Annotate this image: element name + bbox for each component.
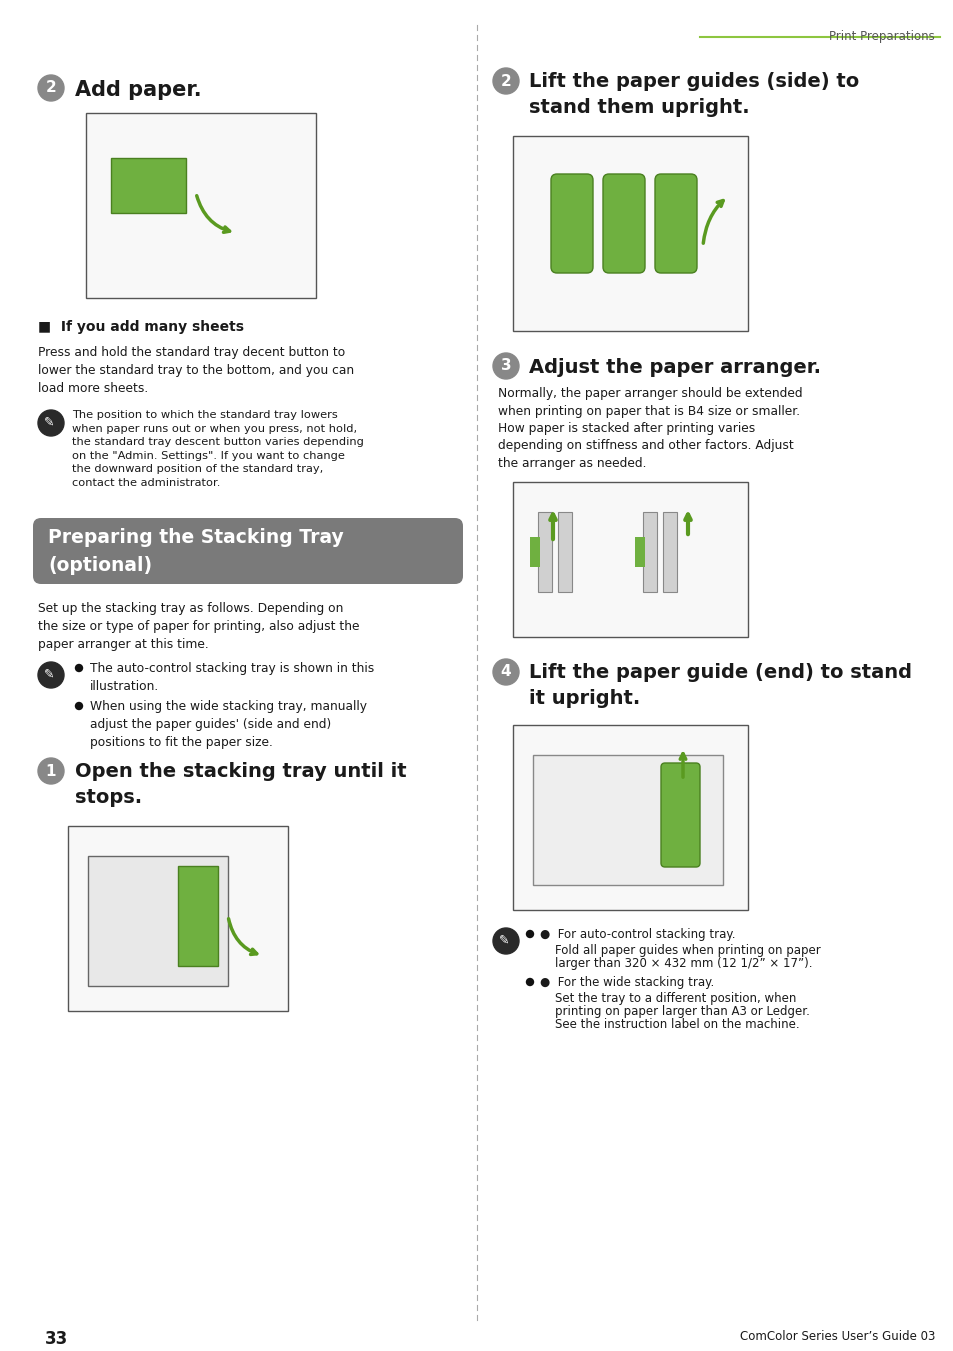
Bar xyxy=(642,512,657,592)
FancyBboxPatch shape xyxy=(655,174,697,273)
FancyBboxPatch shape xyxy=(33,517,462,584)
Text: Set the tray to a different position, when: Set the tray to a different position, wh… xyxy=(539,992,796,1005)
Text: Lift the paper guides (side) to: Lift the paper guides (side) to xyxy=(529,72,859,91)
Circle shape xyxy=(38,76,64,101)
Text: Normally, the paper arranger should be extended
when printing on paper that is B: Normally, the paper arranger should be e… xyxy=(497,386,801,470)
Text: Preparing the Stacking Tray: Preparing the Stacking Tray xyxy=(48,528,343,547)
Bar xyxy=(513,725,747,911)
Text: (optional): (optional) xyxy=(48,557,152,576)
FancyBboxPatch shape xyxy=(602,174,644,273)
Text: 2: 2 xyxy=(500,73,511,89)
Text: The position to which the standard tray lowers
when paper runs out or when you p: The position to which the standard tray … xyxy=(71,409,363,488)
Circle shape xyxy=(526,931,533,938)
Text: 4: 4 xyxy=(500,665,511,680)
Text: Lift the paper guide (end) to stand: Lift the paper guide (end) to stand xyxy=(529,663,911,682)
Text: ✎: ✎ xyxy=(498,934,509,947)
Circle shape xyxy=(526,978,533,985)
Text: ✎: ✎ xyxy=(44,416,54,428)
Text: 2: 2 xyxy=(46,81,56,96)
Text: Press and hold the standard tray decent button to
lower the standard tray to the: Press and hold the standard tray decent … xyxy=(38,346,354,394)
Circle shape xyxy=(38,662,64,688)
Text: ■  If you add many sheets: ■ If you add many sheets xyxy=(38,320,244,334)
Text: Set up the stacking tray as follows. Depending on
the size or type of paper for : Set up the stacking tray as follows. Dep… xyxy=(38,603,359,651)
Text: stand them upright.: stand them upright. xyxy=(529,99,749,118)
Text: 3: 3 xyxy=(500,358,511,373)
Text: Print Preparations: Print Preparations xyxy=(828,30,934,43)
Text: ComColor Series User’s Guide 03: ComColor Series User’s Guide 03 xyxy=(739,1329,934,1343)
Circle shape xyxy=(493,353,518,380)
Circle shape xyxy=(38,758,64,784)
Bar xyxy=(558,512,572,592)
Bar xyxy=(178,866,218,966)
FancyBboxPatch shape xyxy=(660,763,700,867)
Bar xyxy=(86,113,315,299)
Text: Adjust the paper arranger.: Adjust the paper arranger. xyxy=(529,358,821,377)
Bar xyxy=(68,825,288,1011)
Bar xyxy=(111,158,186,213)
Text: The auto-control stacking tray is shown in this
illustration.: The auto-control stacking tray is shown … xyxy=(90,662,374,693)
Circle shape xyxy=(493,928,518,954)
Circle shape xyxy=(493,68,518,95)
Text: 33: 33 xyxy=(45,1329,69,1348)
Text: 1: 1 xyxy=(46,763,56,778)
Text: larger than 320 × 432 mm (12 1/2” × 17”).: larger than 320 × 432 mm (12 1/2” × 17”)… xyxy=(539,957,812,970)
Bar xyxy=(88,857,228,986)
Text: it upright.: it upright. xyxy=(529,689,639,708)
Bar xyxy=(513,136,747,331)
Bar xyxy=(530,536,539,567)
Text: Add paper.: Add paper. xyxy=(75,80,201,100)
Circle shape xyxy=(75,665,82,671)
Text: ✎: ✎ xyxy=(44,667,54,681)
Text: ●  For the wide stacking tray.: ● For the wide stacking tray. xyxy=(539,975,714,989)
Text: See the instruction label on the machine.: See the instruction label on the machine… xyxy=(539,1019,799,1031)
Bar xyxy=(635,536,644,567)
Text: Open the stacking tray until it: Open the stacking tray until it xyxy=(75,762,406,781)
Text: Fold all paper guides when printing on paper: Fold all paper guides when printing on p… xyxy=(539,944,820,957)
Circle shape xyxy=(75,703,82,709)
Bar xyxy=(533,755,722,885)
FancyBboxPatch shape xyxy=(551,174,593,273)
Bar xyxy=(662,512,677,592)
Text: ●  For auto-control stacking tray.: ● For auto-control stacking tray. xyxy=(539,928,735,942)
Circle shape xyxy=(493,659,518,685)
Text: stops.: stops. xyxy=(75,788,142,807)
Bar xyxy=(513,482,747,638)
Text: When using the wide stacking tray, manually
adjust the paper guides' (side and e: When using the wide stacking tray, manua… xyxy=(90,700,367,748)
Bar xyxy=(537,512,552,592)
Circle shape xyxy=(38,409,64,436)
Text: printing on paper larger than A3 or Ledger.: printing on paper larger than A3 or Ledg… xyxy=(539,1005,809,1019)
